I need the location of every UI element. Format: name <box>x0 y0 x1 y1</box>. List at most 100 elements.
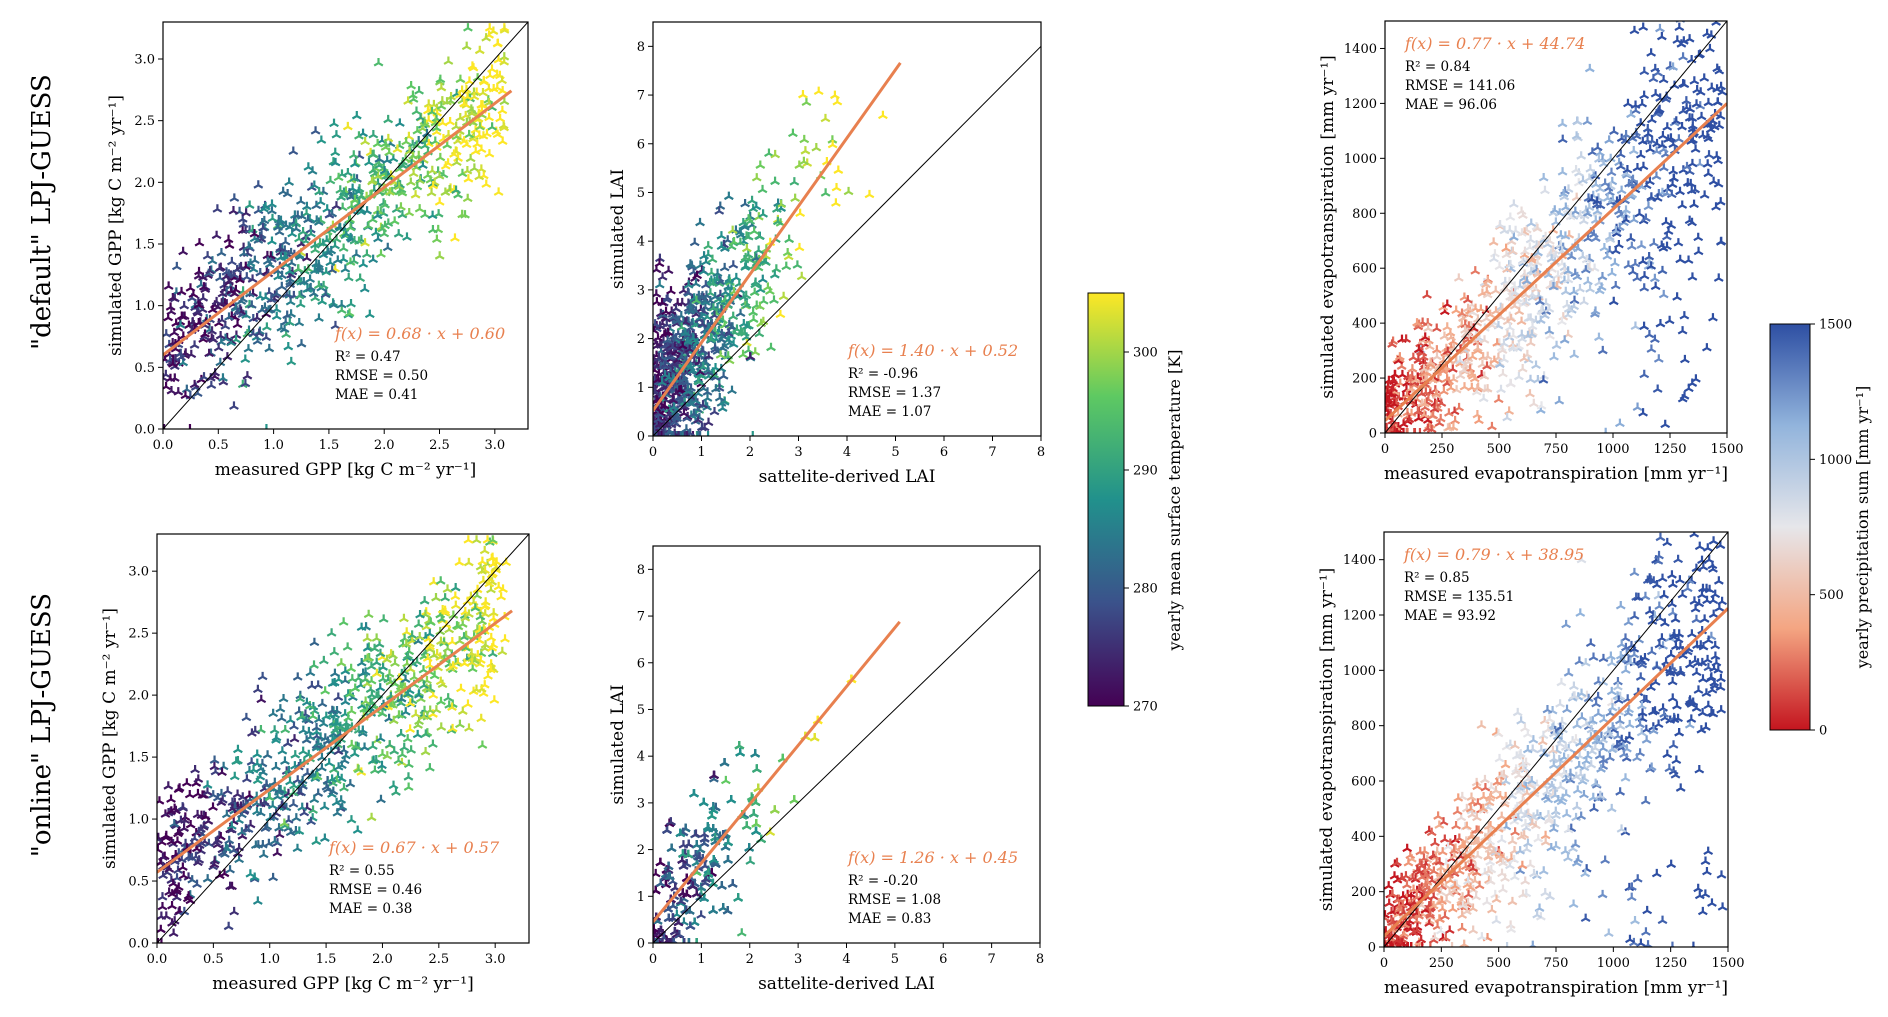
scatter-point <box>284 317 295 327</box>
x-axis-label: measured GPP [kg C m⁻² yr⁻¹] <box>212 974 473 994</box>
scatter-point <box>442 97 452 106</box>
scatter-point <box>1403 858 1414 867</box>
scatter-point <box>1693 883 1704 893</box>
scatter-point <box>477 740 488 749</box>
scatter-point <box>749 226 760 235</box>
scatter-point <box>1602 193 1613 202</box>
scatter-point <box>691 295 702 305</box>
scatter-point <box>688 333 699 343</box>
scatter-point <box>671 303 681 313</box>
scatter-point <box>1505 212 1516 221</box>
scatter-point <box>480 609 491 618</box>
scatter-point <box>1668 494 1677 502</box>
scatter-point <box>1605 752 1615 762</box>
scatter-point <box>157 892 168 901</box>
scatter-point <box>693 376 704 386</box>
scatter-point <box>276 252 286 261</box>
scatter-point <box>288 146 299 155</box>
scatter-point <box>333 692 344 702</box>
scatter-point <box>269 836 280 845</box>
scatter-point <box>305 667 316 677</box>
scatter-point <box>707 254 718 264</box>
scatter-point <box>1615 418 1625 428</box>
scatter-point <box>187 424 193 429</box>
scatter-point <box>244 200 255 209</box>
scatter-point <box>435 152 446 162</box>
scatter-point <box>745 856 756 865</box>
scatter-point <box>1636 727 1647 737</box>
scatter-point <box>1713 576 1724 585</box>
x-tick-label: 250 <box>1430 442 1455 457</box>
scatter-point <box>433 209 444 218</box>
scatter-point <box>215 357 226 367</box>
scatter-point <box>1590 233 1601 242</box>
scatter-point <box>326 628 337 637</box>
scatter-point <box>743 345 754 354</box>
scatter-point <box>1580 265 1591 274</box>
scatter-point <box>229 906 240 916</box>
scatter-point <box>1689 596 1700 605</box>
scatter-point <box>1557 316 1567 326</box>
scatter-point <box>391 787 401 796</box>
scatter-point <box>271 732 282 742</box>
scatter-point <box>301 697 312 707</box>
scatter-point <box>226 821 237 830</box>
scatter-point <box>1401 334 1412 343</box>
scatter-point <box>1608 296 1619 306</box>
one-to-one-line <box>653 46 1041 436</box>
y-tick-label: 2 <box>637 332 645 347</box>
scatter-point <box>497 646 508 656</box>
scatter-point <box>355 273 366 283</box>
scatter-point <box>1531 360 1541 369</box>
scatter-point <box>396 729 407 738</box>
scatter-point <box>232 319 243 329</box>
fit-statistic: R² = 0.55 <box>329 863 395 879</box>
scatter-point <box>403 689 414 698</box>
scatter-point <box>1697 708 1708 717</box>
scatter-point <box>455 74 466 84</box>
fit-statistic: MAE = 0.38 <box>329 901 412 917</box>
fit-statistic: R² = -0.20 <box>848 873 918 889</box>
scatter-point <box>1667 607 1678 617</box>
scatter-point <box>1405 942 1411 947</box>
scatter-point <box>213 343 224 352</box>
scatter-point <box>371 633 382 642</box>
scatter-point <box>677 888 688 897</box>
scatter-point <box>1662 188 1672 198</box>
scatter-point <box>368 165 379 175</box>
scatter-point <box>1480 783 1491 792</box>
scatter-point <box>1595 183 1605 193</box>
scatter-point <box>371 227 381 237</box>
scatter-point <box>475 611 486 621</box>
scatter-point <box>193 300 204 309</box>
scatter-point <box>219 849 230 858</box>
scatter-point <box>277 746 288 755</box>
scatter-point <box>169 819 180 828</box>
scatter-point <box>413 690 424 699</box>
scatter-point <box>1493 394 1504 404</box>
panel-r1-c2: 0 250 500 750 1000 1250 1500020040060080010001… <box>1317 494 1745 998</box>
scatter-point <box>798 156 809 166</box>
scatter-point <box>798 89 808 99</box>
scatter-point <box>1661 217 1671 226</box>
scatter-point <box>227 803 238 813</box>
scatter-point <box>1686 54 1697 64</box>
scatter-point <box>1654 639 1665 649</box>
scatter-point <box>420 119 430 128</box>
scatter-point <box>1536 401 1547 410</box>
scatter-point <box>157 924 166 934</box>
y-tick-label: 0.0 <box>128 937 149 952</box>
y-tick-label: 1400 <box>1344 42 1377 57</box>
scatter-point <box>261 332 272 342</box>
scatter-point <box>1576 688 1587 698</box>
scatter-point <box>1557 716 1568 726</box>
scatter-point <box>1404 428 1409 433</box>
scatter-point <box>657 272 668 281</box>
scatter-point <box>1494 261 1505 271</box>
scatter-point <box>735 308 746 318</box>
scatter-point <box>1515 846 1526 855</box>
scatter-point <box>1439 834 1450 843</box>
scatter-point <box>1505 259 1516 269</box>
scatter-point <box>1508 343 1519 353</box>
